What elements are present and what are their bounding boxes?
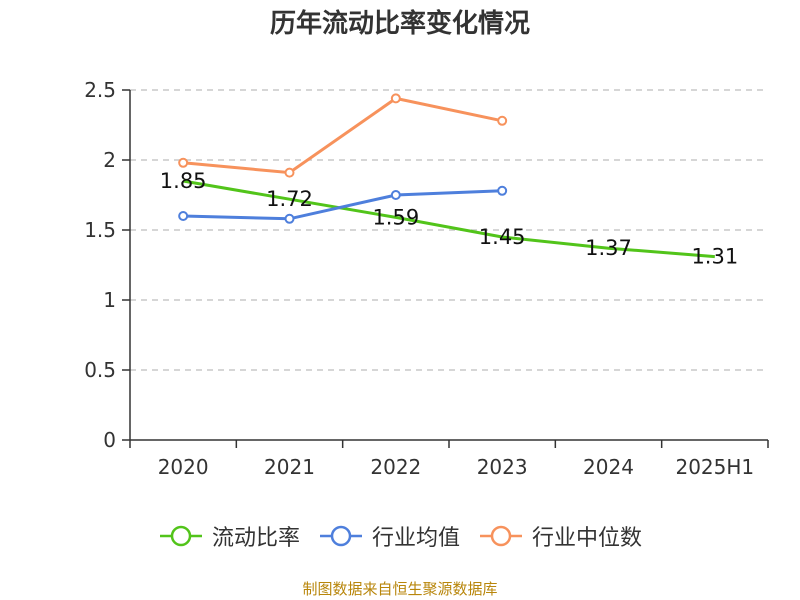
series-line-1 <box>183 189 503 221</box>
data-label: 1.37 <box>585 236 632 260</box>
data-label: 1.45 <box>479 225 526 249</box>
gridlines <box>130 89 768 371</box>
y-tick-label: 0.5 <box>84 358 116 382</box>
data-point <box>497 185 508 196</box>
data-point <box>178 157 189 168</box>
data-label: 1.59 <box>372 205 419 229</box>
axes: 0 0.5 1 1.5 2 2.5 2020 2021 2022 2023 2024 2025H1 <box>84 78 769 479</box>
series-layer <box>178 93 715 259</box>
x-tick-label: 2024 <box>583 455 634 479</box>
line-chart: 0 0.5 1 1.5 2 2.5 2020 2021 2022 2023 2024 2025H1 1… <box>84 78 769 479</box>
data-label: 1.85 <box>160 169 207 193</box>
series-line-2 <box>183 96 503 175</box>
x-tick-label: 2025H1 <box>675 455 754 479</box>
y-tick-label: 1 <box>103 288 116 312</box>
legend-label: 流动比率 <box>211 526 300 551</box>
legend-marker-icon <box>319 525 362 547</box>
chart-title: 历年流动比率变化情况 <box>269 9 530 39</box>
y-tick-label: 1.5 <box>84 218 116 242</box>
legend-item[interactable]: 流动比率 <box>158 520 300 552</box>
data-point <box>178 211 189 221</box>
legend-label: 行业均值 <box>371 526 460 551</box>
y-tick-label: 2 <box>103 148 116 172</box>
data-label: 1.31 <box>691 245 738 269</box>
source-note: 制图数据来自恒生聚源数据库 <box>302 580 498 598</box>
y-tick-label: 2.5 <box>84 78 116 102</box>
data-point <box>390 190 401 200</box>
series-line-0 <box>182 179 715 259</box>
x-tick-label: 2022 <box>370 455 421 479</box>
legend-item[interactable]: 行业均值 <box>318 520 460 552</box>
legend-label: 行业中位数 <box>532 526 643 551</box>
legend-marker-icon <box>159 525 202 547</box>
x-tick-label: 2021 <box>264 455 315 479</box>
y-tick-label: 0 <box>103 428 116 452</box>
data-label: 1.72 <box>266 187 313 211</box>
data-point <box>390 93 401 104</box>
data-labels: 1.85 1.72 1.59 1.45 1.37 1.31 <box>160 169 738 269</box>
data-point <box>284 167 295 178</box>
legend-item[interactable]: 行业中位数 <box>478 520 642 552</box>
x-tick-label: 2020 <box>158 455 209 479</box>
legend: 流动比率 行业均值 行业中位数 <box>0 520 800 552</box>
data-point <box>497 115 508 126</box>
data-point <box>284 213 295 224</box>
legend-marker-icon <box>480 525 522 547</box>
x-tick-label: 2023 <box>477 455 528 479</box>
